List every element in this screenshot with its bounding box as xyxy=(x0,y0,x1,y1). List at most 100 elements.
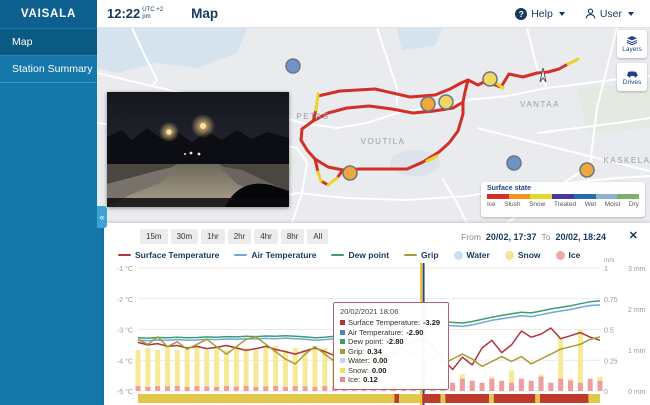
station-marker[interactable] xyxy=(506,155,522,171)
y-axis-tick-celsius: -1 °C xyxy=(117,265,133,273)
to-value[interactable]: 20/02, 18:24 xyxy=(555,232,606,242)
drive-route-segment-snow[interactable] xyxy=(314,92,320,112)
map-place-label: PETAS xyxy=(296,112,329,121)
ice-bar xyxy=(548,382,554,391)
legend-line-swatch xyxy=(118,254,131,256)
ice-bar xyxy=(479,382,485,391)
y-axis-tick-ms: 0.25 xyxy=(604,358,618,365)
drive-route-segment[interactable] xyxy=(313,100,465,172)
ice-bar xyxy=(145,386,151,391)
legend-item-dew-point[interactable]: Dew point xyxy=(331,250,389,260)
tooltip-value: -3.29 xyxy=(422,318,441,327)
help-menu[interactable]: ? Help xyxy=(515,7,565,20)
legend-dot-swatch xyxy=(453,250,463,260)
snow-bar xyxy=(174,350,180,391)
legend-label: Grip xyxy=(421,250,439,260)
surface-state-color-slush xyxy=(508,194,531,199)
surface-state-strip-segment xyxy=(394,394,400,403)
snow-bar xyxy=(253,350,259,391)
layers-button[interactable]: Layers xyxy=(617,30,647,58)
pond xyxy=(390,150,440,176)
legend-item-air-temperature[interactable]: Air Temperature xyxy=(234,250,316,260)
drive-route-segment-snow[interactable] xyxy=(326,176,339,187)
ice-bar xyxy=(164,386,170,391)
legend-item-ice[interactable]: Ice xyxy=(555,250,580,260)
drive-route-segment-snow[interactable] xyxy=(494,81,505,90)
surface-state-label: Snow xyxy=(529,201,546,208)
drive-route-segment[interactable] xyxy=(311,108,318,123)
range-button-8hr[interactable]: 8hr xyxy=(280,229,305,244)
close-panel-icon[interactable]: ✕ xyxy=(628,230,638,242)
tooltip-row: Water: 0.00 xyxy=(340,356,442,366)
ice-bar xyxy=(204,386,210,391)
station-marker[interactable] xyxy=(420,96,436,112)
drive-route-segment[interactable] xyxy=(313,157,320,174)
ice-bar xyxy=(469,380,475,391)
ice-bar xyxy=(528,380,534,391)
tooltip-row: Air Temperature: -2.90 xyxy=(340,328,442,338)
panel-collapse-handle[interactable]: « xyxy=(97,206,107,228)
station-marker[interactable] xyxy=(342,165,358,181)
surface-state-legend: Surface state Ice Slush Snow Treated Wet Mois… xyxy=(481,182,645,217)
station-marker[interactable] xyxy=(579,162,595,178)
range-button-15m[interactable]: 15m xyxy=(140,229,168,244)
legend-item-water[interactable]: Water xyxy=(453,250,490,260)
drive-route-segment-snow[interactable] xyxy=(566,57,580,66)
legend-item-grip[interactable]: Grip xyxy=(404,250,439,260)
map-place-label: VOUTILA xyxy=(361,137,406,146)
range-button-2hr[interactable]: 2hr xyxy=(227,229,252,244)
ice-bar xyxy=(577,382,583,391)
tooltip-series-swatch xyxy=(340,320,345,326)
drive-route-segment[interactable] xyxy=(335,168,345,180)
ice-bar xyxy=(253,386,259,391)
tooltip-label: Ice: xyxy=(348,375,361,384)
snow-bar xyxy=(263,347,269,391)
surface-state-strip-segment xyxy=(535,394,540,403)
surface-state-title: Surface state xyxy=(487,185,531,192)
drive-route-segment-snow[interactable] xyxy=(316,170,323,183)
snow-bar xyxy=(214,347,220,391)
drive-route-segment-snow[interactable] xyxy=(425,154,439,163)
station-marker[interactable] xyxy=(438,94,454,110)
range-button-all[interactable]: All xyxy=(307,229,329,244)
user-menu[interactable]: User xyxy=(585,8,634,20)
station-marker[interactable] xyxy=(285,58,301,74)
snow-bar xyxy=(233,345,239,391)
surface-state-strip-segment xyxy=(138,394,395,403)
map-canvas[interactable]: PETAS VOUTILA VANTAA KASKELA xyxy=(97,28,650,223)
surface-state-strip-segment xyxy=(489,394,494,403)
tooltip-timestamp: 20/02/2021 18:06 xyxy=(340,307,399,316)
drive-route-segment[interactable] xyxy=(299,127,317,161)
drives-button[interactable]: Drives xyxy=(617,63,647,91)
clock: 12:22 UTC +2 pm xyxy=(107,6,163,21)
surface-state-label: Wet xyxy=(584,201,597,208)
surface-state-label: Moist xyxy=(604,201,621,208)
from-value[interactable]: 20/02, 17:37 xyxy=(485,232,537,242)
legend-dot-swatch xyxy=(504,250,514,260)
car-icon xyxy=(626,71,638,77)
range-button-30m[interactable]: 30m xyxy=(170,229,199,244)
range-button-4hr[interactable]: 4hr xyxy=(254,229,278,244)
y-axis-tick-ms: 0.5 xyxy=(604,328,614,335)
range-button-1hr[interactable]: 1hr xyxy=(201,229,225,244)
surface-state-strip-segment xyxy=(539,394,589,403)
ice-bar xyxy=(518,378,524,391)
snow-bar xyxy=(184,347,190,391)
ice-bar xyxy=(282,386,288,391)
sidebar-item-map[interactable]: Map xyxy=(0,29,104,56)
chart-panel: 15m 30m 1hr 2hr 4hr 8hr All From 20/02, 17:37 … xyxy=(104,223,650,405)
tooltip-series-swatch xyxy=(340,367,345,373)
snow-bar xyxy=(558,337,564,391)
legend-item-surface-temperature[interactable]: Surface Temperature xyxy=(118,250,219,260)
drive-route-segment[interactable] xyxy=(316,62,570,99)
snow-bar xyxy=(577,329,583,391)
ice-bar xyxy=(558,378,564,391)
dashcam-image[interactable] xyxy=(107,92,289,207)
station-marker[interactable] xyxy=(482,71,498,87)
ice-bar xyxy=(587,378,593,391)
ice-bar xyxy=(233,386,239,391)
sidebar-item-station-summary[interactable]: Station Summary xyxy=(0,56,104,83)
legend-item-snow[interactable]: Snow xyxy=(504,250,541,260)
timeseries-chart[interactable]: -1 °C -2 °C -3 °C -4 °C -5 °C m/s 1 0.75 0.5 0.25… xyxy=(104,253,650,405)
drive-route-segment[interactable] xyxy=(300,78,470,131)
